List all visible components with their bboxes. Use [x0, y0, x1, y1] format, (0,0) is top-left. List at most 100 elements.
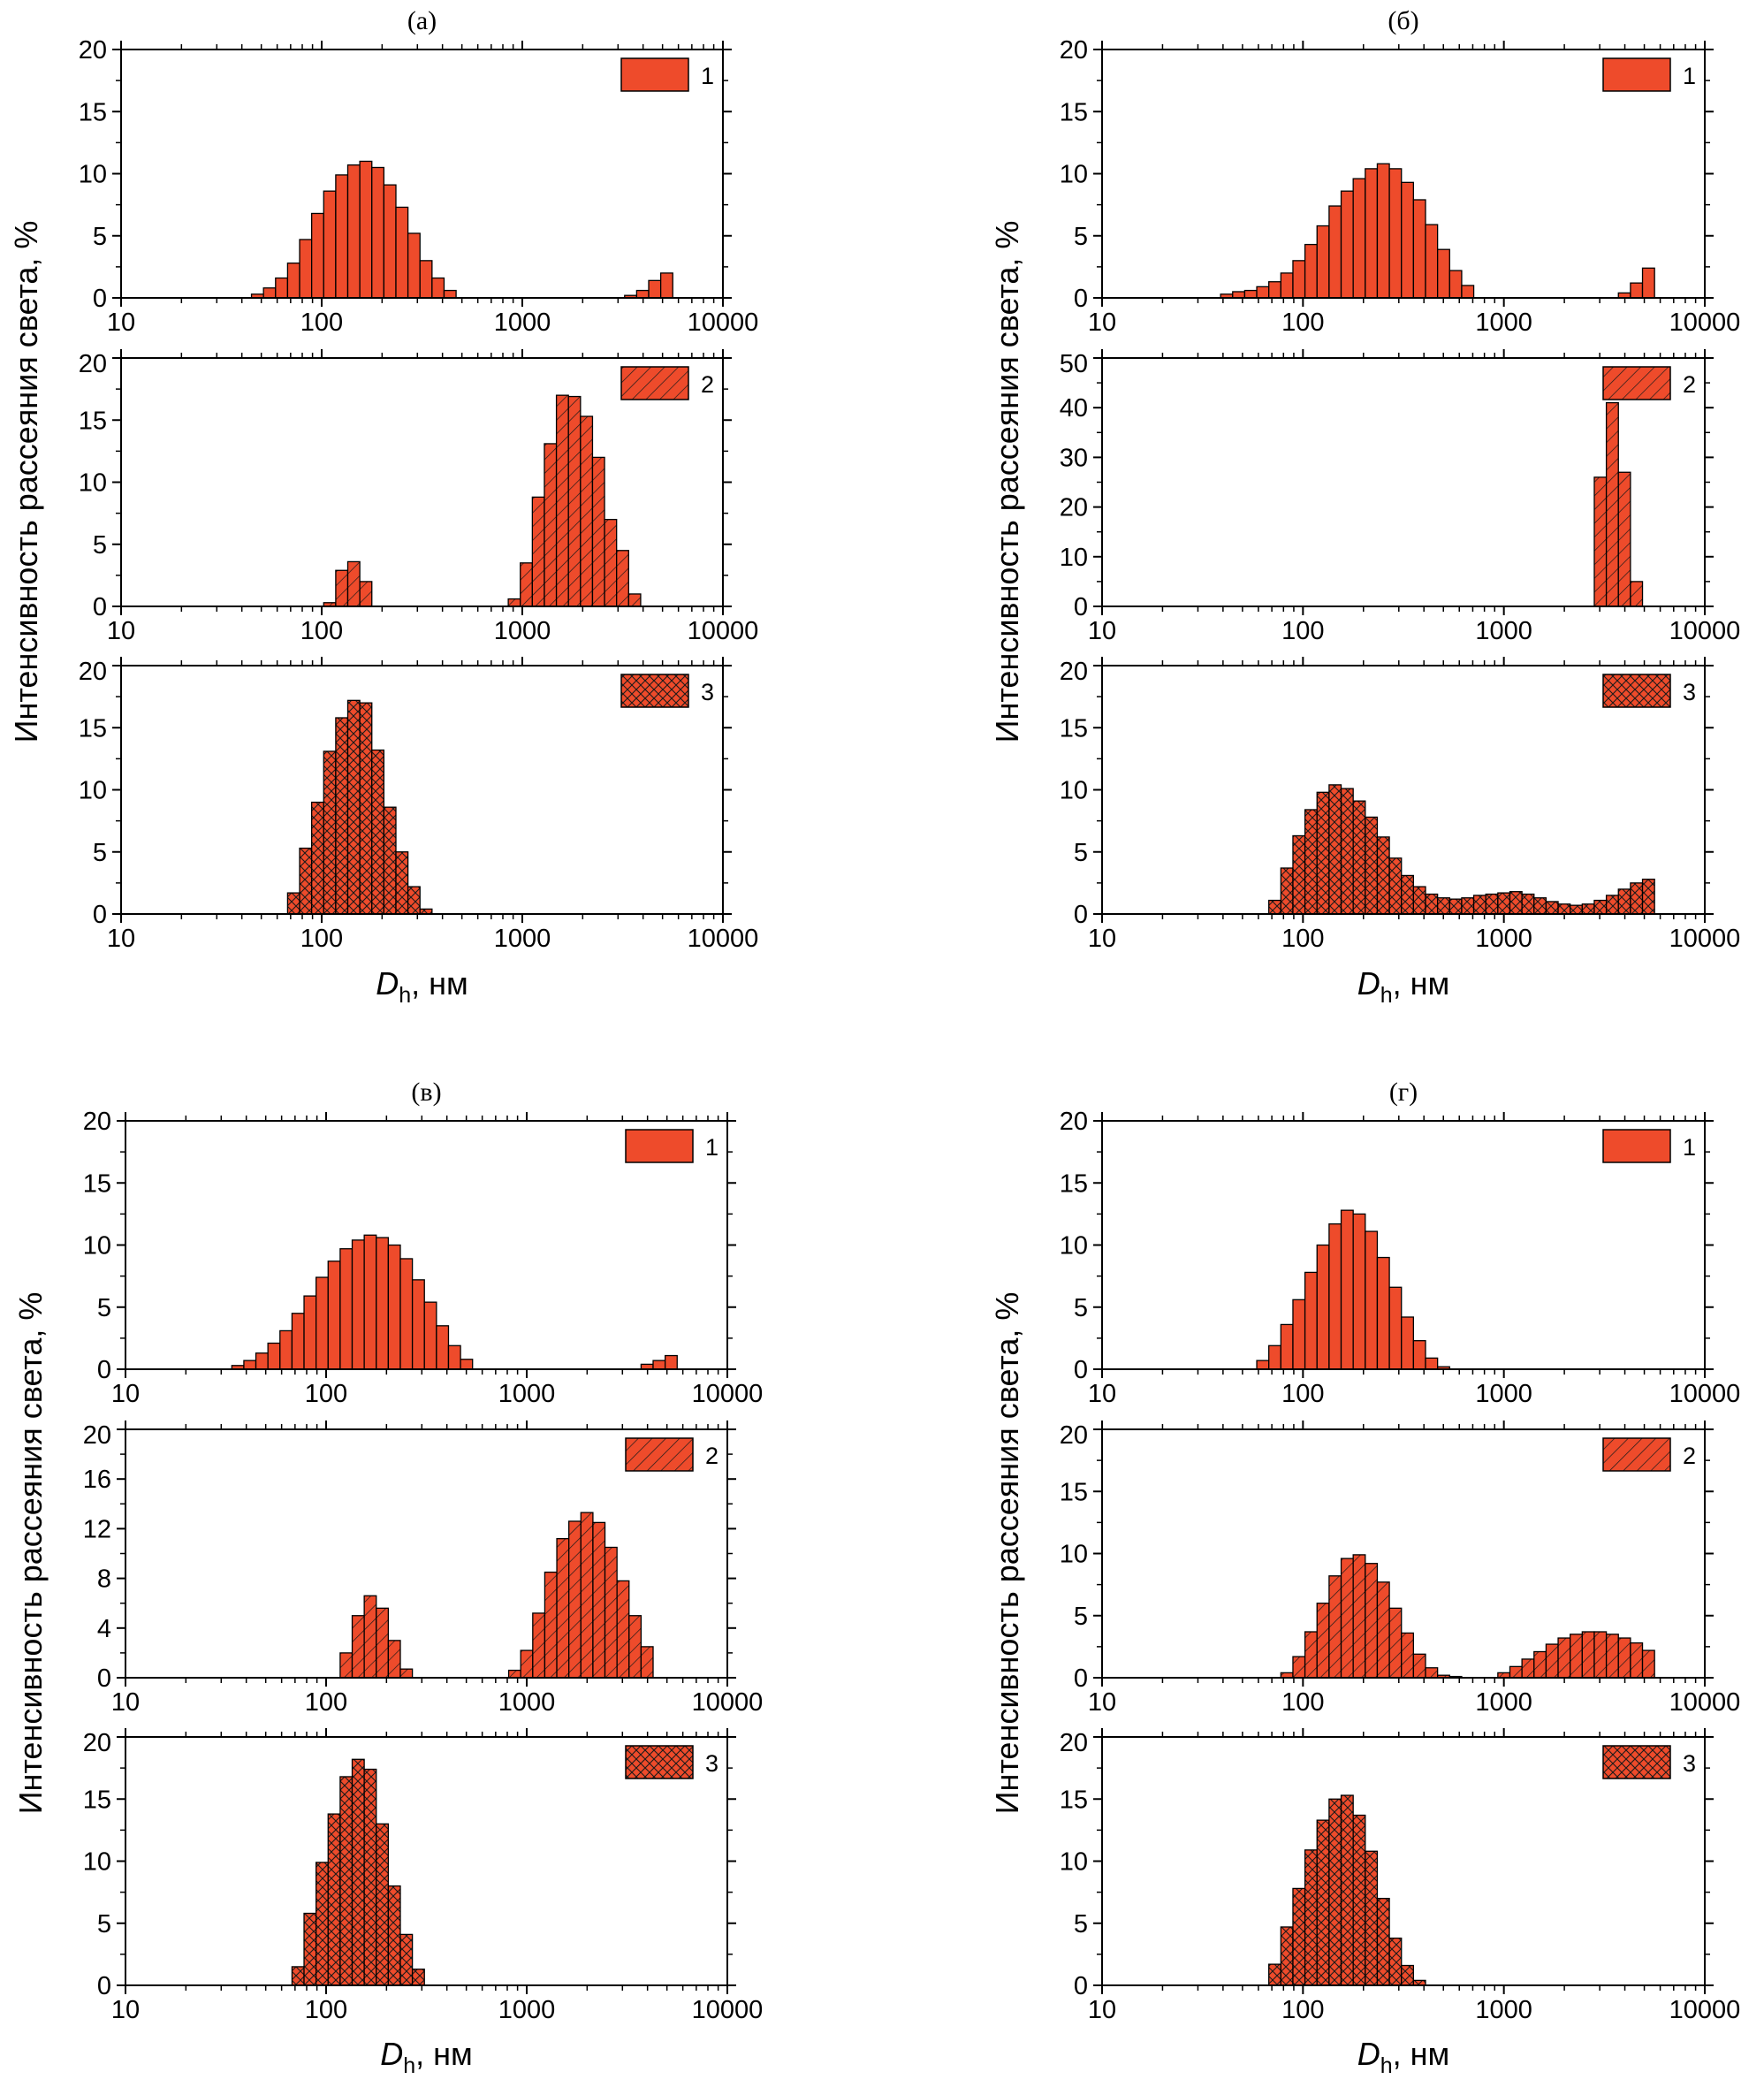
histogram-bar: [1617, 1637, 1631, 1679]
x-tick-label: 10000: [692, 1688, 764, 1717]
histogram-bar: [1570, 904, 1583, 915]
x-tick-label: 10: [111, 1380, 140, 1408]
y-tick-label: 10: [83, 1848, 111, 1877]
x-tick-label: 10000: [1669, 617, 1741, 645]
x-tick-label: 1000: [498, 1688, 556, 1717]
histogram-bar: [1521, 1658, 1535, 1679]
x-axis-label: Dh, нм: [1357, 965, 1450, 1008]
legend-swatch: [625, 1745, 694, 1779]
x-tick-label: 1000: [494, 308, 551, 337]
y-tick-label: 8: [97, 1565, 111, 1594]
y-tick-label: 5: [93, 223, 107, 251]
x-tick-label: 100: [1281, 925, 1324, 953]
histogram-bar: [1521, 893, 1535, 915]
histogram-bar: [507, 598, 521, 607]
histogram-bar: [1292, 1299, 1306, 1370]
histogram-bar: [1280, 1323, 1294, 1370]
x-tick-label: 1000: [1475, 1380, 1532, 1408]
histogram-bar: [346, 164, 361, 299]
histogram-bar: [363, 1768, 377, 1986]
x-tick-label: 1000: [1475, 925, 1532, 953]
histogram-bar: [363, 1595, 377, 1679]
histogram-bar: [1593, 476, 1608, 607]
y-tick-label: 15: [79, 714, 107, 743]
histogram-bar: [1605, 1634, 1619, 1679]
y-tick-label: 5: [1074, 223, 1088, 251]
subplot-3: 0 5 10 15 20 10 100 1000 10000 3: [79, 657, 758, 953]
legend-swatch: [1602, 1437, 1671, 1472]
histogram-bar: [423, 1301, 437, 1370]
histogram-bar: [1630, 282, 1644, 299]
legend-swatch: [1602, 57, 1671, 92]
y-tick-label: 16: [83, 1466, 111, 1494]
histogram-bar: [532, 1612, 546, 1679]
y-tick-label: 0: [1074, 285, 1088, 313]
histogram-bar: [262, 287, 277, 299]
y-axis-label: Интенсивность рассеяния света, %: [989, 221, 1025, 743]
histogram-bar: [1605, 401, 1619, 607]
histogram-bar: [628, 1615, 642, 1679]
histogram-bar: [1509, 891, 1523, 915]
histogram-bar: [431, 277, 445, 299]
y-tick-label: 0: [1074, 1664, 1088, 1693]
x-tick-label: 1000: [498, 1996, 556, 2024]
x-tick-label: 100: [1281, 1688, 1324, 1717]
y-tick-label: 20: [1060, 1421, 1088, 1450]
histogram-bar: [1545, 1643, 1559, 1679]
y-tick-label: 20: [83, 1421, 111, 1450]
histogram-bar: [520, 1649, 534, 1679]
x-tick-label: 1000: [1475, 617, 1532, 645]
subplot-3: 0 5 10 15 20 10 100 1000 10000 3: [83, 1728, 763, 2024]
histogram-bar: [436, 1325, 450, 1370]
histogram-bar: [399, 1258, 414, 1370]
y-tick-label: 0: [93, 901, 107, 929]
histogram-bar: [1365, 168, 1379, 299]
histogram-bar: [1448, 270, 1463, 299]
histogram-bar: [1304, 1849, 1318, 1986]
histogram-bar: [531, 496, 545, 607]
histogram-bar: [1401, 1316, 1415, 1370]
x-tick-label: 10: [1088, 1688, 1116, 1717]
histogram-bar: [1497, 892, 1511, 915]
x-tick-label: 100: [305, 1996, 347, 2024]
x-tick-label: 10: [1088, 617, 1116, 645]
histogram-bar: [399, 1933, 414, 1986]
y-tick-label: 0: [93, 285, 107, 313]
subplot-1: 0 5 10 15 20 10 100 1000 10000 1: [83, 1108, 764, 1408]
y-tick-label: 10: [1060, 161, 1088, 189]
histogram-bar: [315, 1862, 329, 1986]
x-tick-label: 1000: [494, 617, 551, 645]
subplot-1: 0 5 10 15 20 10 100 1000 10000 1: [79, 36, 759, 337]
y-tick-label: 0: [93, 593, 107, 621]
histogram-bar: [351, 1239, 365, 1370]
histogram-bar: [255, 1352, 269, 1370]
histogram-bar: [1304, 243, 1318, 299]
histogram-bar: [327, 1813, 341, 1986]
x-tick-label: 1000: [1475, 1688, 1532, 1717]
histogram-bar: [1352, 1554, 1366, 1679]
y-tick-label: 5: [1074, 1294, 1088, 1322]
y-axis-label: Интенсивность рассеяния света, %: [8, 221, 44, 743]
x-tick-label: 10: [107, 617, 135, 645]
subplot-1: 0 5 10 15 20 10 100 1000 10000 1: [1060, 36, 1741, 337]
y-tick-label: 5: [1074, 1910, 1088, 1938]
y-axis-label: Интенсивность рассеяния света, %: [12, 1292, 49, 1815]
histogram-bar: [1316, 1603, 1330, 1679]
x-axis-label: Dh, нм: [1357, 2036, 1450, 2078]
x-tick-label: 10000: [1669, 925, 1741, 953]
histogram-bar: [1436, 897, 1450, 915]
x-tick-label: 100: [1281, 1996, 1324, 2024]
y-tick-label: 15: [1060, 1478, 1088, 1506]
x-tick-label: 10000: [1669, 1380, 1741, 1408]
legend-swatch: [620, 366, 689, 400]
histogram-bar: [520, 562, 533, 607]
histogram-bar: [1533, 1650, 1547, 1679]
histogram-bar: [315, 1276, 329, 1370]
panel-title: (в): [411, 1078, 441, 1107]
histogram-bar: [592, 1521, 606, 1679]
histogram-bar: [1316, 791, 1330, 915]
histogram-bar: [387, 1244, 401, 1370]
histogram-bar: [411, 1969, 425, 1986]
histogram-bar: [303, 1912, 317, 1986]
